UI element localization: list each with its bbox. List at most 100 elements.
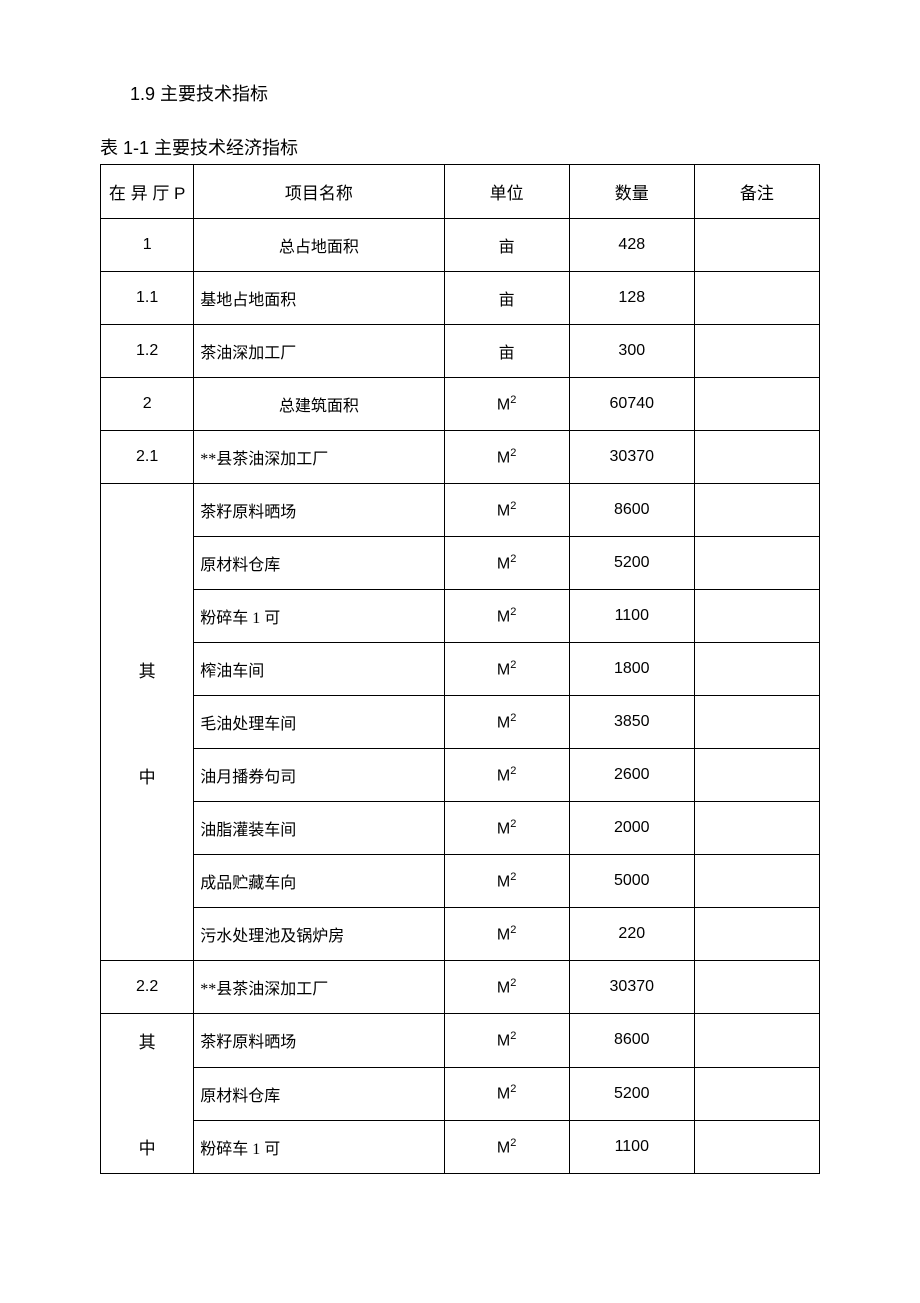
qty-cell: 1100 (569, 590, 694, 643)
table-row: 污水处理池及锅炉房M2220 (101, 908, 820, 961)
unit-cell: M2 (444, 1014, 569, 1068)
table-row: 其榨油车间M21800 (101, 643, 820, 696)
seq-cell: 1.1 (101, 272, 194, 325)
seq-cell: 1 (101, 219, 194, 272)
qty-cell: 30370 (569, 431, 694, 484)
table-row: 2.2**县茶油深加工厂M230370 (101, 961, 820, 1014)
remark-cell (694, 1014, 819, 1068)
name-cell: 粉碎车 1 可 (194, 590, 444, 643)
qty-cell: 428 (569, 219, 694, 272)
group-seq-cell (101, 1067, 194, 1120)
group-seq-cell (101, 484, 194, 537)
header-seq: 在 㫒 厅 P (101, 165, 194, 219)
table-row: 中粉碎车 1 可M21100 (101, 1120, 820, 1174)
table-caption-text: 主要技术经济指标 (154, 138, 298, 158)
qty-cell: 60740 (569, 378, 694, 431)
table-row: 原材料仓库M25200 (101, 1067, 820, 1120)
seq-cell: 2.2 (101, 961, 194, 1014)
name-cell: 茶籽原料晒场 (194, 484, 444, 537)
unit-cell: M2 (444, 431, 569, 484)
group-seq-cell (101, 855, 194, 908)
name-cell: 总建筑面积 (194, 378, 444, 431)
seq-cell: 1.2 (101, 325, 194, 378)
remark-cell (694, 272, 819, 325)
unit-cell: M2 (444, 643, 569, 696)
qty-cell: 2600 (569, 749, 694, 802)
economic-indicators-table: 在 㫒 厅 P项目名称单位数量备注1总占地面积亩4281.1基地占地面积亩128… (100, 164, 820, 1174)
table-row: 茶籽原料晒场M28600 (101, 484, 820, 537)
remark-cell (694, 1067, 819, 1120)
unit-cell: 亩 (444, 272, 569, 325)
unit-cell: M2 (444, 378, 569, 431)
qty-cell: 8600 (569, 1014, 694, 1068)
qty-cell: 1100 (569, 1120, 694, 1174)
group-seq-cell (101, 908, 194, 961)
group-seq-cell (101, 802, 194, 855)
unit-cell: M2 (444, 855, 569, 908)
name-cell: **县茶油深加工厂 (194, 961, 444, 1014)
qty-cell: 30370 (569, 961, 694, 1014)
table-row: 毛油处理车间M23850 (101, 696, 820, 749)
remark-cell (694, 431, 819, 484)
remark-cell (694, 643, 819, 696)
table-row: 原材料仓库M25200 (101, 537, 820, 590)
group-seq-cell (101, 696, 194, 749)
name-cell: 原材料仓库 (194, 1067, 444, 1120)
qty-cell: 5000 (569, 855, 694, 908)
unit-cell: M2 (444, 484, 569, 537)
table-row: 1.2茶油深加工厂亩300 (101, 325, 820, 378)
section-heading: 1.9 主要技术指标 (130, 80, 820, 106)
group-seq-cell (101, 537, 194, 590)
group-label-top: 其 (101, 643, 194, 696)
unit-cell: M2 (444, 802, 569, 855)
qty-cell: 5200 (569, 537, 694, 590)
name-cell: 基地占地面积 (194, 272, 444, 325)
remark-cell (694, 802, 819, 855)
unit-cell: M2 (444, 590, 569, 643)
section-number: 1.9 (130, 84, 155, 104)
group-label-top: 其 (101, 1014, 194, 1068)
qty-cell: 1800 (569, 643, 694, 696)
remark-cell (694, 855, 819, 908)
table-row: 中油月播券句司M22600 (101, 749, 820, 802)
remark-cell (694, 378, 819, 431)
name-cell: 总占地面积 (194, 219, 444, 272)
qty-cell: 300 (569, 325, 694, 378)
table-row: 2.1**县茶油深加工厂M230370 (101, 431, 820, 484)
unit-cell: M2 (444, 908, 569, 961)
remark-cell (694, 696, 819, 749)
section-title-text: 主要技术指标 (160, 84, 268, 104)
qty-cell: 220 (569, 908, 694, 961)
unit-cell: M2 (444, 1067, 569, 1120)
table-row: 油脂灌装车间M22000 (101, 802, 820, 855)
qty-cell: 128 (569, 272, 694, 325)
header-qty: 数量 (569, 165, 694, 219)
table-caption-number: 表 1-1 (100, 138, 149, 158)
table-row: 成品贮藏车向M25000 (101, 855, 820, 908)
remark-cell (694, 219, 819, 272)
unit-cell: M2 (444, 1120, 569, 1174)
table-row: 其茶籽原料晒场M28600 (101, 1014, 820, 1068)
remark-cell (694, 484, 819, 537)
name-cell: 原材料仓库 (194, 537, 444, 590)
remark-cell (694, 537, 819, 590)
name-cell: 油脂灌装车间 (194, 802, 444, 855)
unit-cell: M2 (444, 961, 569, 1014)
group-label-bottom: 中 (101, 1120, 194, 1174)
table-header-row: 在 㫒 厅 P项目名称单位数量备注 (101, 165, 820, 219)
name-cell: 成品贮藏车向 (194, 855, 444, 908)
unit-cell: M2 (444, 749, 569, 802)
group-label-bottom: 中 (101, 749, 194, 802)
name-cell: 茶籽原料晒场 (194, 1014, 444, 1068)
remark-cell (694, 749, 819, 802)
unit-cell: 亩 (444, 219, 569, 272)
table-row: 2总建筑面积M260740 (101, 378, 820, 431)
table-row: 1总占地面积亩428 (101, 219, 820, 272)
name-cell: 油月播券句司 (194, 749, 444, 802)
unit-cell: M2 (444, 537, 569, 590)
name-cell: 茶油深加工厂 (194, 325, 444, 378)
table-row: 1.1基地占地面积亩128 (101, 272, 820, 325)
header-unit: 单位 (444, 165, 569, 219)
name-cell: 榨油车间 (194, 643, 444, 696)
name-cell: 粉碎车 1 可 (194, 1120, 444, 1174)
